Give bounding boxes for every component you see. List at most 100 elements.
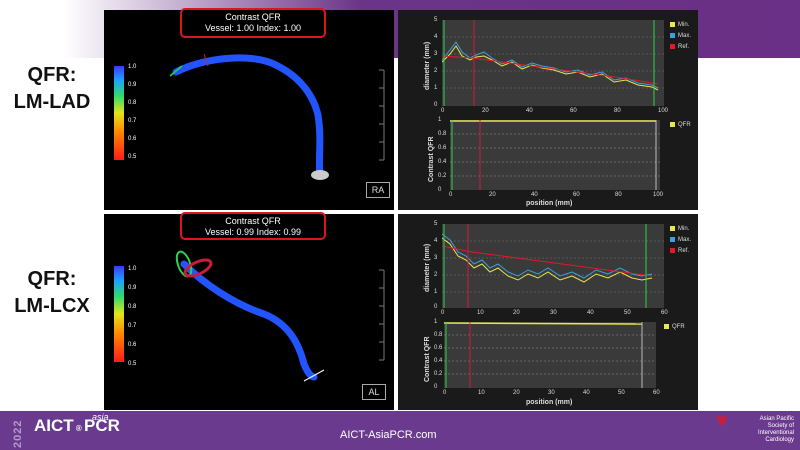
graph-panel-bottom: diameter (mm) 5 4 3 2 1 0 0 10 20 30 40 … [398, 214, 698, 410]
y-tick: 3 [434, 51, 438, 57]
y-axis-label-qfr-bottom: Contrast QFR [424, 336, 431, 383]
colorbar-tick: 1.0 [128, 266, 137, 272]
legend-min-bottom: Min. [670, 226, 689, 232]
y-tick: 0 [434, 384, 438, 390]
colorbar-tick: 0.5 [128, 361, 137, 367]
colorbar-tick: 1.0 [128, 64, 137, 70]
legend-min-top: Min. [670, 22, 689, 28]
diameter-plot-top [441, 20, 664, 106]
footer-band [0, 411, 800, 450]
colorbar-top [114, 66, 124, 160]
y-axis-label-diameter-bottom: diameter (mm) [424, 243, 431, 292]
x-tick: 100 [658, 108, 669, 114]
apsic-line: Society of [767, 423, 794, 429]
graph-panel-top: diameter (mm) 5 4 3 2 1 0 0 20 40 60 80 … [398, 10, 698, 210]
apsic-line: Asian Pacific [759, 416, 794, 422]
y-tick: 0.8 [434, 332, 443, 338]
y-tick: 0 [434, 102, 438, 108]
x-tick: 100 [653, 192, 664, 198]
colorbar-tick: 0.5 [128, 154, 137, 160]
orientation-cube-top[interactable]: RA [366, 182, 390, 198]
x-tick: 20 [482, 108, 489, 114]
y-tick: 2 [434, 272, 438, 278]
colorbar-tick: 0.9 [128, 82, 137, 88]
x-tick: 40 [583, 390, 590, 396]
legend-ref-top: Ref. [670, 44, 689, 50]
x-tick: 20 [489, 192, 496, 198]
apsic-logo: ♥ Asian Pacific Society of Interventiona… [716, 410, 794, 448]
y-tick: 0 [438, 187, 442, 193]
y-tick: 0.2 [434, 371, 443, 377]
x-axis-label-bottom: position (mm) [526, 399, 573, 406]
colorbar-tick: 0.7 [128, 118, 137, 124]
y-tick: 4 [434, 34, 438, 40]
x-tick: 0 [449, 192, 453, 198]
x-tick: 0 [441, 108, 445, 114]
x-tick: 20 [513, 390, 520, 396]
qfr-title-top: Contrast QFR [225, 12, 281, 22]
x-tick: 80 [615, 192, 622, 198]
colorbar-tick: 0.9 [128, 285, 137, 291]
diameter-curves-top [441, 20, 664, 106]
colorbar-tick: 0.7 [128, 323, 137, 329]
y-tick: 0.6 [434, 345, 443, 351]
x-tick: 80 [614, 108, 621, 114]
legend-qfr-bottom: QFR [664, 324, 685, 330]
apsic-line: Cardiology [765, 437, 794, 443]
y-tick: 4 [434, 238, 438, 244]
y-tick: 5 [434, 17, 438, 23]
orientation-cube-bottom[interactable]: AL [362, 384, 386, 400]
y-tick: 0.4 [434, 358, 443, 364]
qfr-plot-bottom [443, 322, 656, 388]
y-tick: 0.2 [438, 173, 447, 179]
x-tick: 40 [526, 108, 533, 114]
diameter-curves-bottom [441, 224, 664, 308]
vessel-render-top [169, 53, 385, 180]
angio-panel-top: Contrast QFR Vessel: 1.00 Index: 1.00 1.… [104, 8, 394, 210]
x-axis-label-top: position (mm) [526, 200, 573, 207]
y-tick: 0.8 [438, 131, 447, 137]
qfr-title-bottom: Contrast QFR [225, 216, 281, 226]
y-tick: 1 [434, 85, 438, 91]
apsic-line: Interventional [757, 430, 794, 436]
y-tick: 5 [434, 221, 438, 227]
colorbar-bottom [114, 266, 124, 362]
y-tick: 0.4 [438, 159, 447, 165]
legend-qfr-top: QFR [670, 122, 691, 128]
legend-max-top: Max. [670, 33, 691, 39]
qfr-result-box-bottom: Contrast QFR Vessel: 0.99 Index: 0.99 [180, 212, 326, 240]
y-tick: 3 [434, 255, 438, 261]
legend-max-bottom: Max. [670, 237, 691, 243]
x-tick: 30 [550, 310, 557, 316]
x-tick: 10 [478, 390, 485, 396]
y-tick: 2 [434, 68, 438, 74]
x-tick: 40 [587, 310, 594, 316]
colorbar-tick: 0.8 [128, 304, 137, 310]
y-tick: 0.6 [438, 145, 447, 151]
qfr-plot-top [450, 120, 660, 190]
y-axis-label-diameter-top: diameter (mm) [424, 41, 431, 90]
x-tick: 0 [443, 390, 447, 396]
colorbar-tick: 0.8 [128, 100, 137, 106]
label-lm-lcx: QFR: LM-LCX [0, 266, 104, 320]
x-tick: 60 [661, 310, 668, 316]
diameter-plot-bottom [441, 224, 664, 308]
footer-url[interactable]: AICT-AsiaPCR.com [340, 429, 437, 441]
qfr-curve-bottom [443, 322, 656, 388]
aict-asiapcr-logo: AICT ® PCR asia [34, 412, 120, 435]
colorbar-tick: 0.6 [128, 342, 137, 348]
x-tick: 20 [513, 310, 520, 316]
x-tick: 60 [570, 108, 577, 114]
label-lm-lad: QFR: LM-LAD [0, 62, 104, 116]
logo-pcr: PCR [84, 416, 120, 435]
y-tick: 1 [434, 319, 438, 325]
x-tick: 50 [618, 390, 625, 396]
label-lm-lcx-line1: QFR: [27, 268, 77, 290]
logo-aict: AICT [34, 416, 74, 435]
x-tick: 30 [548, 390, 555, 396]
legend-ref-bottom: Ref. [670, 248, 689, 254]
heart-icon: ♥ [716, 410, 728, 432]
x-tick: 60 [653, 390, 660, 396]
x-tick: 60 [573, 192, 580, 198]
x-tick: 0 [441, 310, 445, 316]
